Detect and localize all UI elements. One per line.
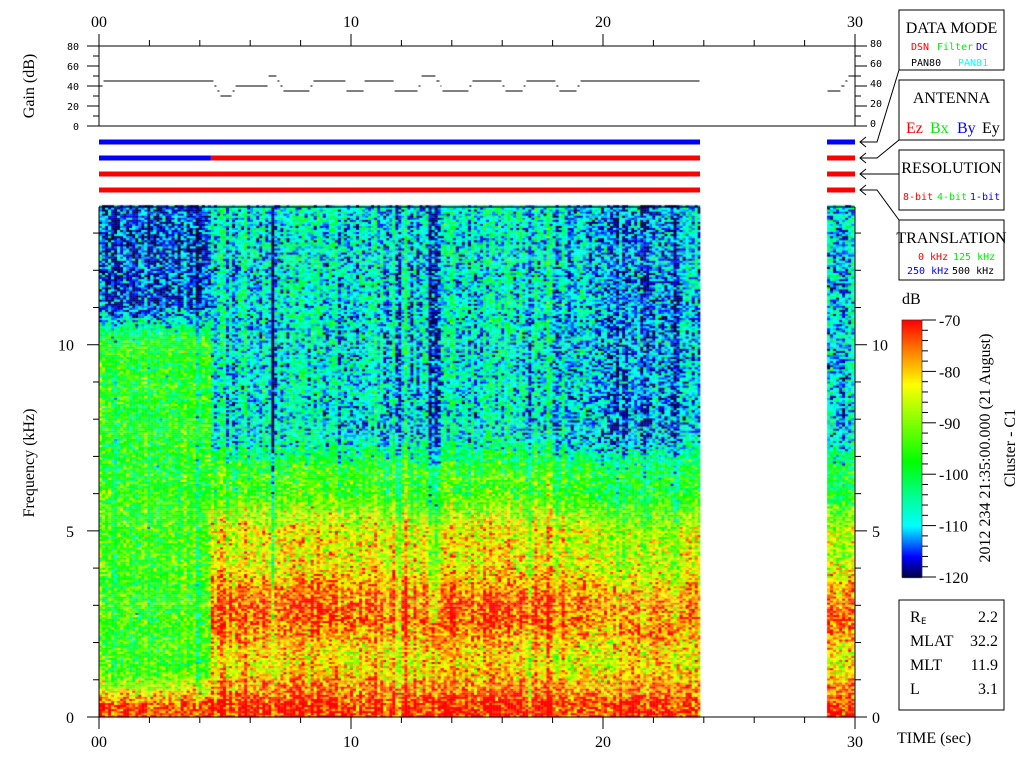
time-axis-label: TIME (sec) [897,730,971,747]
colorbar-frame [901,319,923,578]
freq-tick-label-right: 10 [872,338,888,355]
arrowhead-icon [859,152,867,164]
colorbar-tick-label: -80 [939,364,960,381]
ephemeris-key: MLT [910,657,943,674]
gain-tick-label: 60 [67,62,79,73]
colorbar-tick-label: -110 [939,519,968,536]
ephemeris-value: 32.2 [970,633,998,650]
arrowhead-icon [859,184,867,196]
colorbar-tick-label: -100 [939,467,968,484]
gain-tick-label: 0 [73,122,79,133]
colorbar-tick-label: -90 [939,416,960,433]
ephemeris-key: L [910,681,920,698]
freq-tick-label: 10 [58,338,74,355]
ephemeris-key: R [910,609,921,626]
bottom-time-tick-label: 10 [343,734,359,751]
bottom-time-tick-label: 30 [847,734,863,751]
status-bar-data-mode [827,139,855,145]
legend-item: 0 kHz [918,252,948,263]
legend-pointer-line [860,189,900,221]
legend-box-translation [898,219,1005,281]
ephemeris-value: 3.1 [978,681,998,698]
gain-axis-label: Gain (dB) [21,54,38,118]
status-bar-antenna [99,155,211,161]
gain-tick-label: 80 [67,42,79,53]
gain-tick-label-right: 20 [870,99,882,110]
colorbar-tick-label: -120 [939,570,968,587]
status-bar-data-mode [99,139,701,145]
legend-item: Ez [906,120,923,137]
legend-item: DC [976,42,988,53]
status-bar-antenna [827,155,855,161]
top-time-tick-label: 20 [595,14,611,31]
status-bar-antenna [210,155,701,161]
colorbar-tick-label: -70 [939,313,960,330]
ephemeris-key: MLAT [910,633,954,650]
status-bar-resolution [827,171,855,177]
gain-tick-label: 40 [67,82,79,93]
freq-tick-label-right: 5 [872,524,880,541]
legend-title-translation: TRANSLATION [896,230,1007,247]
spacecraft-label: Cluster - C1 [1002,409,1019,487]
bottom-time-tick-label: 20 [595,734,611,751]
freq-tick-label: 0 [66,710,74,727]
status-bar-translation [99,187,701,193]
top-time-tick-label: 10 [343,14,359,31]
date-label: 2012 234 21:35:00.000 (21 August) [977,334,994,563]
gain-tick-label: 20 [67,102,79,113]
gain-tick-label-right: 0 [870,119,876,130]
top-time-tick-label: 00 [91,14,107,31]
status-bar-resolution [99,171,701,177]
legend-item: 4-bit [937,192,967,203]
legend-pointer-line [860,69,900,143]
legend-item: 1-bit [970,192,1000,203]
legend-pointer-line [860,139,900,159]
ephemeris-value: 2.2 [978,609,998,626]
legend-item: 500 kHz [952,266,994,277]
legend-item: 8-bit [903,192,933,203]
arrowhead-icon [859,168,867,180]
legend-item: Bx [930,120,949,137]
gain-tick-label-right: 80 [870,39,882,50]
colorbar-label: dB [902,291,921,308]
gain-tick-label-right: 40 [870,79,882,90]
status-bar-translation [827,187,855,193]
gain-tick-label-right: 60 [870,59,882,70]
legend-title-antenna: ANTENNA [913,90,991,107]
legend-box-data_mode [898,9,1005,71]
legend-item: Filter [937,42,973,53]
freq-tick-label: 5 [66,524,74,541]
legend-item: 125 kHz [953,252,995,263]
legend-item: PAN80 [911,58,941,69]
freq-tick-label-right: 0 [872,710,880,727]
legend-title-data_mode: DATA MODE [906,20,998,37]
bottom-time-tick-label: 00 [91,734,107,751]
legend-item: Ey [982,120,1000,137]
arrowhead-icon [859,136,867,148]
ephemeris-box [898,599,1005,711]
legend-title-resolution: RESOLUTION [901,160,1002,177]
legend-item: By [957,120,976,137]
legend-item: PAN81 [958,58,988,69]
legend-box-resolution [898,149,1005,211]
ephemeris-key-subscript: E [921,617,926,627]
ephemeris-value: 11.9 [971,657,998,674]
top-time-tick-label: 30 [847,14,863,31]
legend-item: DSN [911,42,929,53]
frequency-axis-label: Frequency (kHz) [21,409,38,518]
legend-box-antenna [898,79,1005,141]
legend-item: 250 kHz [907,266,949,277]
